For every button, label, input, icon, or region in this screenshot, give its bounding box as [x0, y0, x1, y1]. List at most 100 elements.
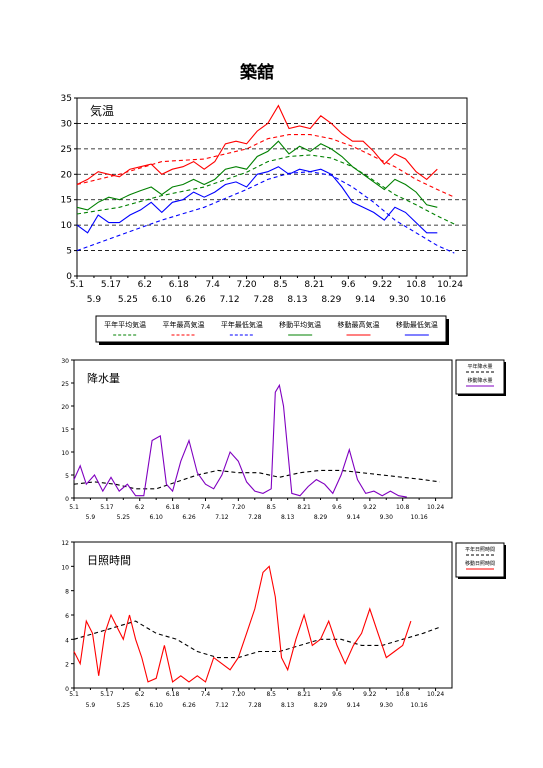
x-tick-label: 8.21 [297, 691, 311, 698]
y-tick-label: 15 [61, 427, 69, 434]
x-tick-label: 6.18 [166, 504, 180, 511]
x-tick-label: 8.5 [266, 504, 276, 511]
series-line [76, 166, 438, 234]
x-tick-label: 8.29 [321, 295, 341, 305]
x-tick-label: 7.4 [205, 280, 220, 290]
legend-label: 移動平均気温 [279, 320, 321, 329]
legend-label: 移動日照時間 [465, 560, 495, 567]
legend-label: 移動最高気温 [338, 320, 380, 329]
x-tick-label: 10.8 [396, 504, 410, 511]
plot-frame [73, 359, 453, 499]
y-tick-label: 0 [65, 686, 69, 693]
x-tick-label: 7.20 [232, 691, 246, 698]
precipitation-chart: 0 5 10 15 20 25 30 5.1 5.17 6.2 6.18 7.4 7.20 8.5 8.21… [61, 358, 453, 521]
series-line [76, 140, 438, 211]
x-tick-label: 8.5 [273, 280, 287, 290]
legend-label: 移動最低気温 [396, 320, 438, 329]
x-tick-label: 5.1 [69, 504, 79, 511]
x-tick-label: 6.18 [166, 691, 180, 698]
x-tick-label: 9.30 [389, 295, 409, 305]
y-tick-label: 10 [61, 450, 69, 457]
x-tick-label: 5.25 [118, 295, 138, 305]
y-tick-label: 0 [65, 496, 69, 503]
x-tick-label: 7.4 [201, 691, 211, 698]
y-tick-label: 0 [66, 272, 72, 282]
x-tick-label: 9.14 [347, 702, 361, 709]
x-tick-label: 5.1 [69, 691, 79, 698]
legend-box [95, 315, 447, 343]
x-tick-label: 7.12 [215, 514, 229, 521]
x-tick-label: 6.10 [152, 295, 172, 305]
x-tick-label: 7.28 [248, 514, 262, 521]
x-tick-label: 8.13 [281, 702, 295, 709]
x-tick-label: 6.26 [186, 295, 206, 305]
x-tick-label: 9.30 [380, 702, 394, 709]
x-tick-label: 7.12 [220, 295, 240, 305]
y-tick-label: 8 [65, 589, 69, 596]
y-tick-label: 25 [61, 381, 69, 388]
x-tick-label: 5.17 [100, 691, 114, 698]
x-tick-label: 8.21 [297, 504, 311, 511]
legend-label: 平年降水量 [467, 363, 492, 370]
x-tick-label: 9.14 [347, 514, 361, 521]
y-tick-label: 5 [65, 473, 69, 480]
y-tick-label: 12 [61, 540, 69, 547]
x-tick-label: 5.17 [101, 280, 121, 290]
x-tick-label: 5.9 [86, 702, 96, 709]
legend-label: 移動降水量 [467, 377, 492, 384]
x-tick-label: 9.6 [332, 504, 342, 511]
x-tick-label: 10.16 [411, 702, 428, 709]
x-tick-label: 5.1 [70, 280, 84, 290]
y-tick-label: 15 [61, 196, 72, 206]
plot-title: 日照時間 [87, 554, 131, 567]
series-line [73, 565, 412, 683]
x-tick-label: 8.21 [304, 280, 324, 290]
y-tick-label: 10 [61, 564, 69, 571]
x-tick-label: 5.17 [100, 504, 114, 511]
series-line [76, 104, 438, 185]
x-tick-label: 8.29 [314, 702, 328, 709]
x-tick-label: 9.22 [363, 504, 377, 511]
x-tick-label: 5.9 [87, 295, 102, 305]
x-tick-label: 9.22 [372, 280, 392, 290]
x-tick-label: 7.4 [201, 504, 211, 511]
x-tick-label: 10.16 [411, 514, 428, 521]
x-tick-label: 10.24 [437, 280, 463, 290]
y-tick-label: 20 [61, 170, 73, 180]
plot-title: 降水量 [87, 371, 120, 385]
x-tick-label: 10.24 [427, 691, 444, 698]
y-tick-label: 35 [61, 94, 72, 104]
x-tick-label: 10.8 [396, 691, 410, 698]
y-tick-label: 2 [65, 662, 69, 669]
x-tick-label: 8.29 [314, 514, 328, 521]
x-tick-label: 9.22 [363, 691, 377, 698]
series-line [73, 383, 407, 498]
x-tick-label: 6.2 [135, 504, 145, 511]
x-tick-label: 5.25 [117, 702, 131, 709]
x-tick-label: 9.14 [355, 295, 375, 305]
x-tick-label: 7.28 [248, 702, 262, 709]
x-tick-label: 10.16 [420, 295, 446, 305]
x-tick-label: 7.28 [253, 295, 273, 305]
x-tick-label: 9.6 [341, 280, 356, 290]
y-tick-label: 5 [66, 247, 72, 257]
series-line [76, 134, 455, 198]
x-tick-label: 9.30 [380, 514, 394, 521]
sunshine-chart: 0 2 4 6 8 10 12 5.1 5.17 6.2 6.18 7.4 7.20 8.5 8.21 9.6… [61, 540, 453, 709]
x-tick-label: 8.13 [281, 514, 295, 521]
x-tick-label: 5.9 [86, 514, 96, 521]
y-tick-label: 30 [61, 358, 69, 365]
plot-title: 気温 [90, 103, 114, 118]
x-tick-label: 9.6 [332, 691, 342, 698]
legend-box [455, 359, 505, 395]
x-tick-label: 6.2 [138, 280, 152, 290]
x-tick-label: 8.13 [287, 295, 307, 305]
x-tick-label: 6.26 [182, 702, 196, 709]
temperature-legend: 平年平均気温 平年最高気温 平年最低気温 移動平均気温 移動最高気温 移動最低気温 [95, 315, 449, 345]
y-tick-label: 20 [61, 404, 69, 411]
y-tick-label: 30 [61, 119, 73, 129]
